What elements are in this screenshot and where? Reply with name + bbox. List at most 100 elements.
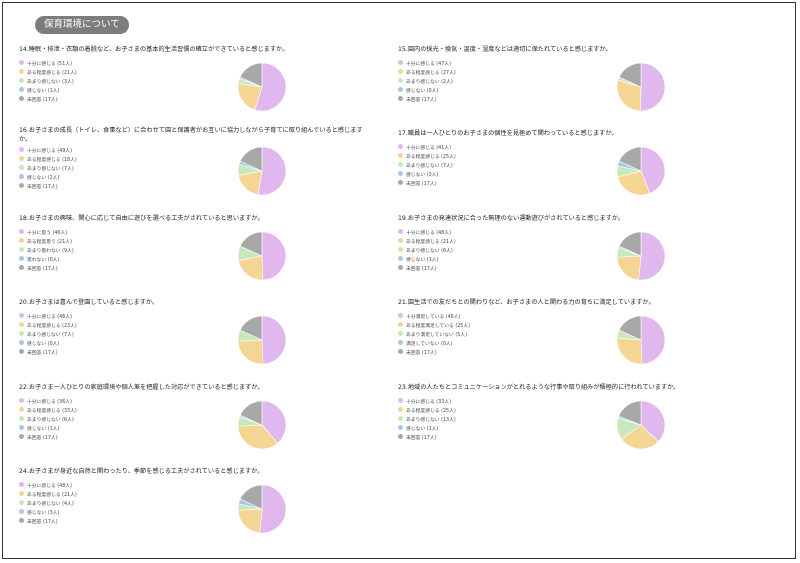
pie-slice-no-answer	[618, 315, 642, 341]
pie-slice-no-answer	[239, 315, 263, 341]
legend-swatch	[19, 256, 24, 261]
pie-slice-top	[640, 146, 666, 194]
pie-slice-no-answer	[239, 146, 263, 172]
question-title: 16.お子さまの成長（トイレ、食事など）に合わせて園と保護者がお互いに協力しなが…	[19, 127, 363, 143]
legend-entry: 十分に感じる (41人)	[398, 144, 618, 153]
legend-entry: 未回答 (17人)	[398, 180, 618, 189]
legend: 十分満足している (46人) ある程度満足している (25人) あまり満足してい…	[398, 313, 618, 358]
question-title: 14.睡眠・排泄・衣類の着脱など、お子さまの基本的生活習慣の確立ができていると感…	[19, 46, 289, 53]
legend-swatch	[19, 78, 24, 83]
pie-slice-second	[616, 79, 642, 112]
pie-slice-no-answer	[239, 484, 263, 510]
legend-entry: 感じない (1人)	[398, 425, 618, 434]
question-23: 23.地域の人たちとコミュニケーションがとれるような行事や取り組みが積極的に行わ…	[398, 384, 748, 464]
legend-entry: ある程度感じる (25人)	[398, 153, 618, 162]
legend-label: 十分に感じる (46人)	[27, 315, 72, 320]
pie-slice-second	[237, 83, 263, 111]
legend-swatch	[19, 482, 24, 487]
legend: 十分に感じる (51人) ある程度感じる (21人) あまり感じない (3人) …	[19, 60, 239, 105]
pie-slice-second	[237, 508, 263, 534]
legend-label: 十分満足している (46人)	[406, 315, 461, 320]
legend-entry: 感じない (2人)	[19, 174, 239, 183]
question-17: 17.職員は一人ひとりのお子さまの個性を見極めて関わっていると感じますか。 十分…	[398, 130, 748, 210]
legend-entry: 未回答 (17人)	[19, 96, 239, 105]
legend-swatch	[398, 256, 403, 261]
question-18: 18.お子さまの興味、関心に応じて自由に遊びを選べる工夫がされていると思いますか…	[19, 215, 369, 295]
question-title: 22.お子さま一人ひとりの家庭環境や個人差を把握した対応ができていると感じますか…	[19, 384, 264, 391]
legend-label: 感じない (3人)	[406, 173, 439, 178]
legend-entry: 未回答 (17人)	[398, 434, 618, 443]
legend-entry: 十分に感じる (33人)	[398, 398, 618, 407]
pie-slice-no-answer	[239, 400, 263, 426]
legend-entry: ある程度感じる (21人)	[19, 69, 239, 78]
legend-label: 感じない (0人)	[406, 89, 439, 94]
legend-swatch	[19, 69, 24, 74]
pie-slice-no-answer	[618, 400, 642, 426]
legend-label: 十分に感じる (36人)	[27, 400, 72, 405]
legend-entry: 十分満足している (46人)	[398, 313, 618, 322]
legend-swatch	[398, 398, 403, 403]
legend-entry: ある程度満足している (25人)	[398, 322, 618, 331]
pie-chart	[237, 146, 287, 196]
legend-swatch	[19, 500, 24, 505]
question-title: 18.お子さまの興味、関心に応じて自由に遊びを選べる工夫がされていると思いますか…	[19, 215, 264, 222]
legend-label: ある程度感じる (25人)	[406, 155, 456, 160]
legend-entry: 十分に感じる (49人)	[19, 147, 239, 156]
legend-entry: 未回答 (17人)	[19, 434, 239, 443]
legend-swatch	[19, 313, 24, 318]
legend-swatch	[19, 96, 24, 101]
legend-label: 十分に感じる (47人)	[406, 62, 451, 67]
legend-entry: 未回答 (17人)	[19, 265, 239, 274]
legend-label: 十分に感じる (33人)	[406, 400, 451, 405]
legend-label: 未回答 (17人)	[27, 98, 58, 103]
pie-slice-no-answer	[618, 62, 642, 88]
legend-label: ある程度感じる (18人)	[27, 158, 77, 163]
legend-swatch	[19, 87, 24, 92]
legend-entry: 満足していない (0人)	[398, 340, 618, 349]
question-16: 16.お子さまの成長（トイレ、食事など）に合わせて園と保護者がお互いに協力しなが…	[19, 127, 369, 207]
legend-label: 感じない (1人)	[406, 427, 439, 432]
pie-slice-top	[261, 315, 287, 365]
legend-label: ある程度感じる (25人)	[406, 409, 456, 414]
legend-entry: 十分に感じる (51人)	[19, 60, 239, 69]
legend-entry: ある程度感じる (21人)	[19, 491, 239, 500]
legend-label: あまり感じない (6人)	[27, 418, 74, 423]
legend-swatch	[398, 69, 403, 74]
pie-slice-top	[640, 400, 666, 442]
pie-chart	[237, 400, 287, 450]
legend-entry: あまり感じない (6人)	[398, 247, 618, 256]
legend-swatch	[398, 78, 403, 83]
pie-chart	[616, 315, 666, 365]
legend-swatch	[19, 509, 24, 514]
legend-swatch	[398, 416, 403, 421]
legend-label: あまり思わない (9人)	[27, 249, 74, 254]
legend-label: 十分に思う (46人)	[27, 231, 68, 236]
question-title: 17.職員は一人ひとりのお子さまの個性を見極めて関わっていると感じますか。	[398, 130, 618, 137]
legend-entry: ある程度感じる (18人)	[19, 156, 239, 165]
legend-label: 十分に感じる (48人)	[406, 231, 451, 236]
legend-swatch	[19, 322, 24, 327]
legend-swatch	[19, 349, 24, 354]
legend-entry: 十分に思う (46人)	[19, 229, 239, 238]
legend-swatch	[19, 416, 24, 421]
pie-chart	[616, 231, 666, 281]
question-title: 21.園生活での友だちとの関わりなど、お子さまの人と関わる力の育ちに満足していま…	[398, 299, 655, 306]
legend-swatch	[398, 313, 403, 318]
pie-slice-top	[261, 400, 287, 444]
legend-label: ある程度感じる (23人)	[27, 324, 77, 329]
legend: 十分に感じる (33人) ある程度感じる (25人) あまり感じない (13人)…	[398, 398, 618, 443]
legend-label: 感じない (0人)	[27, 342, 60, 347]
legend-label: 未回答 (17人)	[406, 182, 437, 187]
legend-label: あまり感じない (7人)	[406, 164, 453, 169]
legend-swatch	[19, 518, 24, 523]
legend-entry: あまり感じない (7人)	[398, 162, 618, 171]
legend-swatch	[398, 229, 403, 234]
legend-label: あまり感じない (6人)	[406, 249, 453, 254]
legend-entry: ある程度感じる (21人)	[398, 238, 618, 247]
pie-slice-top	[259, 484, 287, 534]
pie-slice-top	[257, 146, 287, 196]
legend-swatch	[398, 425, 403, 430]
legend-label: 未回答 (17人)	[27, 520, 58, 525]
legend-swatch	[398, 407, 403, 412]
